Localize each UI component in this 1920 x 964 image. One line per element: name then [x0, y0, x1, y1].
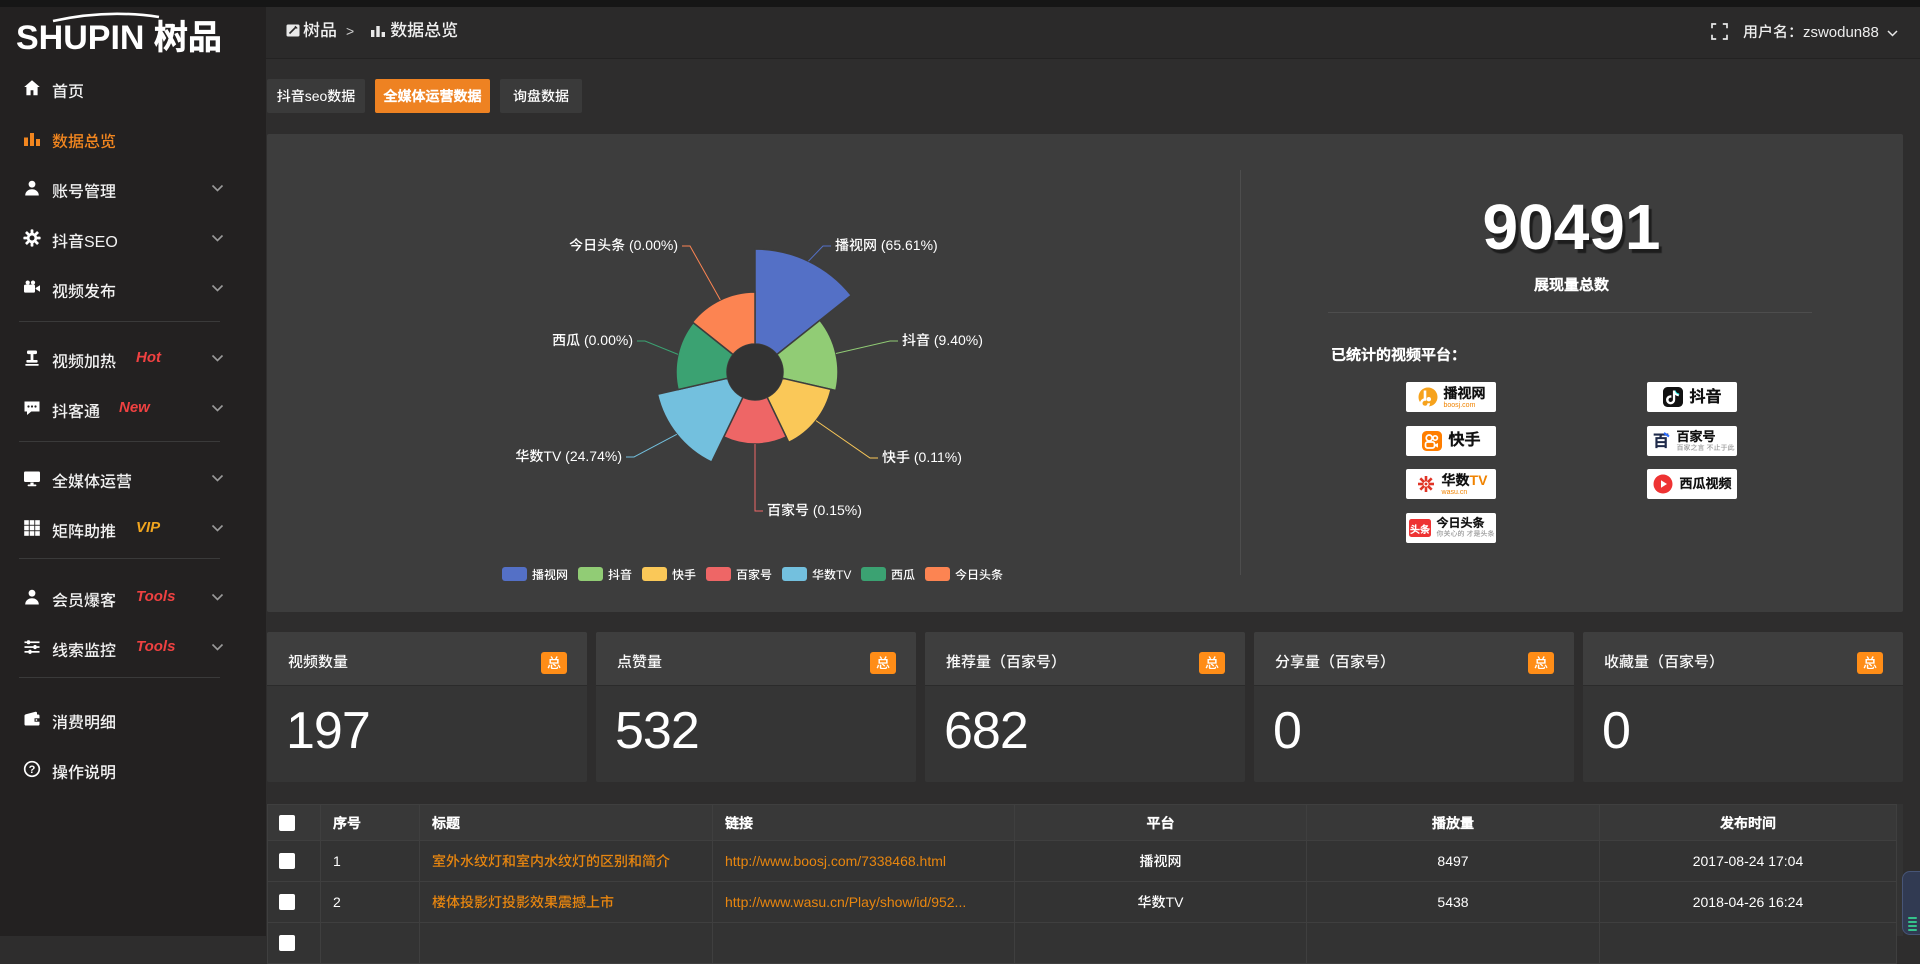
svg-text:快手 (0.11%): 快手 (0.11%)	[882, 449, 962, 465]
svg-text:西瓜: 西瓜	[891, 568, 915, 582]
svg-text:今日头条 (0.00%): 今日头条 (0.00%)	[569, 237, 678, 253]
svg-text:头条: 头条	[1410, 520, 1431, 535]
svg-text:播视网 (65.61%): 播视网 (65.61%)	[835, 237, 938, 253]
svg-text:百: 百	[1653, 430, 1669, 452]
svg-text:快手: 快手	[672, 568, 696, 582]
svg-text:百家号: 百家号	[736, 568, 772, 582]
svg-text:华数TV: 华数TV	[812, 568, 851, 582]
svg-text:抖音: 抖音	[608, 568, 632, 582]
svg-text:西瓜 (0.00%): 西瓜 (0.00%)	[552, 332, 633, 348]
svg-text:?: ?	[29, 764, 36, 776]
svg-text:华数TV (24.74%): 华数TV (24.74%)	[515, 448, 622, 464]
svg-text:SHUPIN 树品: SHUPIN 树品	[16, 19, 222, 56]
svg-text:播视网: 播视网	[532, 568, 568, 582]
svg-text:抖音 (9.40%): 抖音 (9.40%)	[902, 332, 983, 348]
svg-text:今日头条: 今日头条	[955, 568, 1003, 582]
svg-text:百家号 (0.15%): 百家号 (0.15%)	[767, 502, 862, 518]
